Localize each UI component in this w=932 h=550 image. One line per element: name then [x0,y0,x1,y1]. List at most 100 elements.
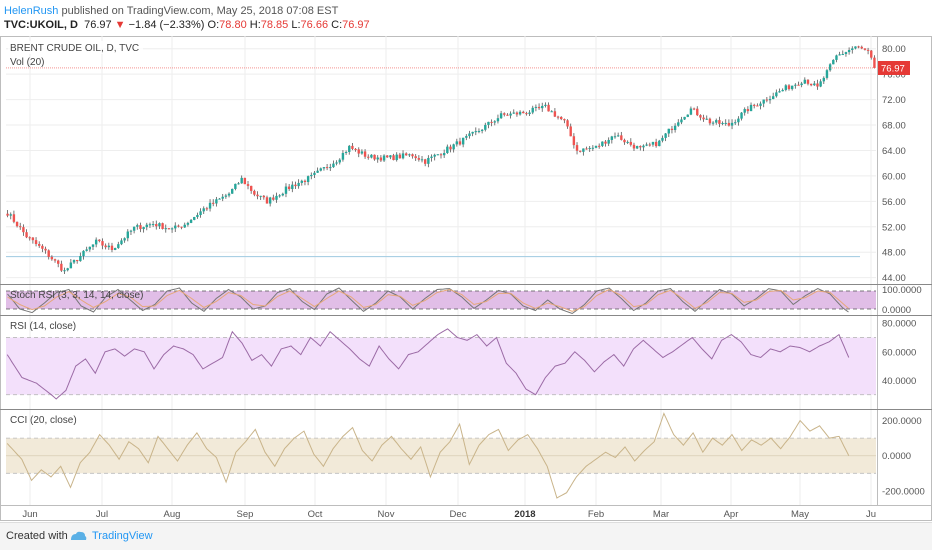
tradingview-brand-link[interactable]: TradingView [92,530,153,542]
candle-body [281,193,285,196]
candle-body [212,202,215,204]
price-pane-title: BRENT CRUDE OIL, D, TVC [10,43,139,54]
candle-body [66,268,69,271]
candle-body [56,260,60,264]
candle-body [145,224,148,228]
candle-body [275,195,278,200]
time-tick-label: Dec [450,509,467,520]
candle-body [72,259,76,263]
candle-body [300,180,304,183]
candle-body [784,85,788,90]
last-price-tag-label: 76.97 [881,63,905,74]
candle-body [563,119,566,121]
candle-body [129,230,133,232]
candle-body [297,182,300,187]
candle-body [534,106,538,108]
candle-body [813,83,816,86]
candle-body [550,111,553,113]
candle-body [344,151,348,153]
candle-body [91,244,95,247]
publish-info: HelenRush published on TradingView.com, … [4,4,928,18]
candle-body [395,154,398,161]
candle-body [12,214,16,222]
candle-body [161,223,164,229]
chart-canvas[interactable]: Jun Jul Aug Sep Oct Nov Dec 2018 Feb Mar Apr May Ju 8… [0,0,932,522]
indicator-axis-tick: 100.0000 [882,285,922,296]
candle-body [205,208,209,210]
candle-body [325,167,329,169]
candle-body [594,145,598,148]
candle-body [28,237,31,239]
time-tick-label: Jul [96,509,108,520]
candle-body [249,185,253,191]
candle-body [170,228,174,230]
candle-body [515,112,519,115]
candle-body [471,131,474,134]
candle-body [199,211,202,216]
candle-body [487,121,490,125]
candle-body [689,108,693,115]
tradingview-logo-icon [71,531,87,540]
candle-body [566,120,569,127]
candle-body [484,124,487,130]
time-tick-label: Mar [653,509,669,520]
candle-body [151,224,155,226]
candle-body [139,225,142,230]
candle-body [835,55,838,60]
candle-body [841,54,844,56]
candle-body [94,239,98,245]
candle-body [363,151,367,157]
candle-body [376,157,379,160]
candle-body [851,48,854,51]
indicator-series-line [7,287,849,315]
candle-body [721,122,724,124]
candle-body [452,144,455,150]
candle-body [88,246,92,250]
candle-body [863,48,867,50]
indicator-title: CCI (20, close) [10,415,77,426]
created-with-text: Created with [6,530,68,542]
open-value: 78.80 [219,19,247,31]
candle-body [423,159,427,164]
candle-body [303,180,307,182]
candle-body [737,118,740,123]
candle-body [730,122,734,126]
candle-body [686,114,689,117]
candle-body [553,111,557,117]
candle-body [243,177,247,185]
candle-body [522,111,525,114]
candle-body [620,135,623,140]
price-axis-tick: 80.00 [882,44,906,55]
candle-body [177,225,180,227]
candle-body [174,225,177,229]
candle-body [667,128,670,134]
candle-body [626,141,629,143]
candle-body [708,118,712,124]
candle-body [790,85,794,90]
candle-body [458,141,462,145]
indicator-series-line [6,328,850,400]
candle-body [544,104,547,106]
candle-body [461,137,465,145]
candle-body [107,245,111,248]
author-link[interactable]: HelenRush [4,5,59,17]
candle-body [800,83,803,86]
candle-body [778,91,781,93]
candle-body [601,141,604,146]
candle-body [537,106,541,109]
candle-body [699,115,702,118]
candle-body [370,154,373,158]
indicator-band [6,337,876,395]
candle-body [465,136,468,138]
candle-body [610,136,614,140]
candle-body [645,144,648,146]
candle-body [651,141,655,145]
candle-body [490,121,493,123]
candle-body [673,125,677,131]
candle-body [104,245,107,248]
price-axis-tick: 60.00 [882,171,906,182]
candle-body [506,114,509,116]
candle-body [658,140,661,147]
candle-body [642,145,645,148]
candle-body [19,226,22,228]
